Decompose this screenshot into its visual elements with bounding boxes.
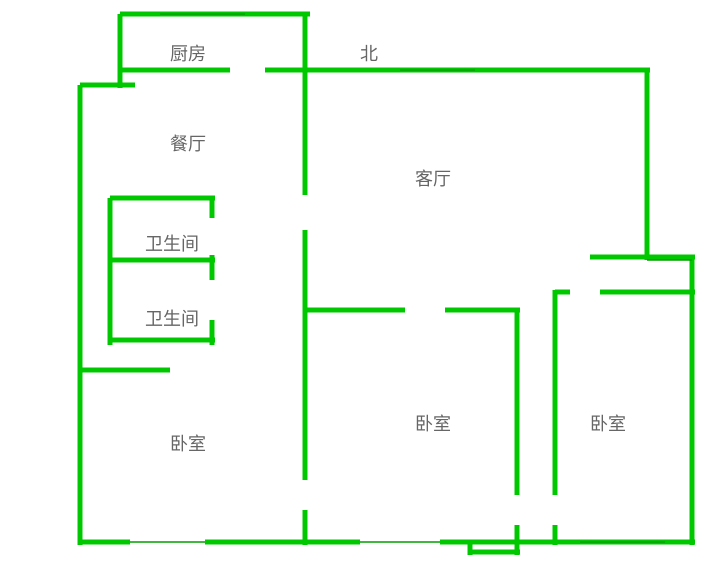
living-label: 客厅 [415, 165, 451, 191]
walls [80, 14, 695, 555]
kitchen-label: 厨房 [170, 40, 206, 66]
bath1-label: 卫生间 [145, 230, 199, 256]
floorplan-svg [0, 0, 710, 576]
compass-north-label: 北 [360, 40, 378, 66]
bath2-label: 卫生间 [145, 305, 199, 331]
dining-label: 餐厅 [170, 130, 206, 156]
bedroom1-label: 卧室 [170, 430, 206, 456]
bedroom2-label: 卧室 [415, 410, 451, 436]
bedroom3-label: 卧室 [590, 410, 626, 436]
